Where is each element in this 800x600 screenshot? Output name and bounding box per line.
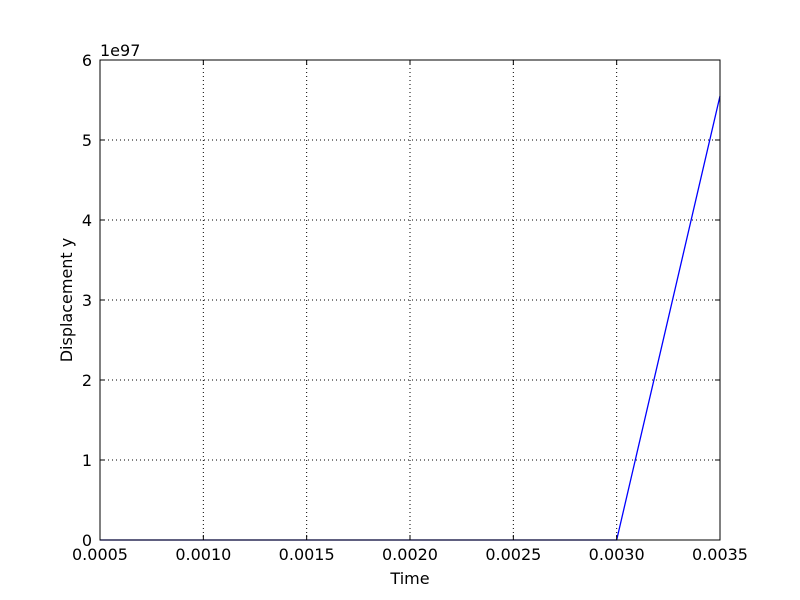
y-tick-label: 6 [82, 51, 92, 70]
x-axis-label: Time [389, 569, 429, 588]
y-tick-label: 0 [82, 531, 92, 550]
series-layer [100, 95, 721, 541]
x-tick-label: 0.0020 [382, 545, 438, 564]
series-line [100, 95, 721, 541]
y-tick-label: 2 [82, 371, 92, 390]
x-tick-label: 0.0025 [485, 545, 541, 564]
x-tick-label: 0.0005 [72, 545, 128, 564]
y-offset-label: 1e97 [100, 41, 140, 60]
x-tick-label: 0.0030 [589, 545, 645, 564]
y-tick-label: 4 [82, 211, 92, 230]
y-tick-label: 3 [82, 291, 92, 310]
grid-layer [100, 60, 720, 540]
x-tick-label: 0.0015 [279, 545, 335, 564]
x-tick-label: 0.0035 [692, 545, 748, 564]
x-tick-label: 0.0010 [175, 545, 231, 564]
y-axis-label: Displacement y [57, 238, 76, 363]
y-tick-label: 5 [82, 131, 92, 150]
tick-layer [99, 59, 721, 541]
y-tick-label: 1 [82, 451, 92, 470]
tick-label-layer: 0.0005 0.0010 0.0015 0.0020 0.0025 0.0030 0.00… [72, 51, 748, 564]
